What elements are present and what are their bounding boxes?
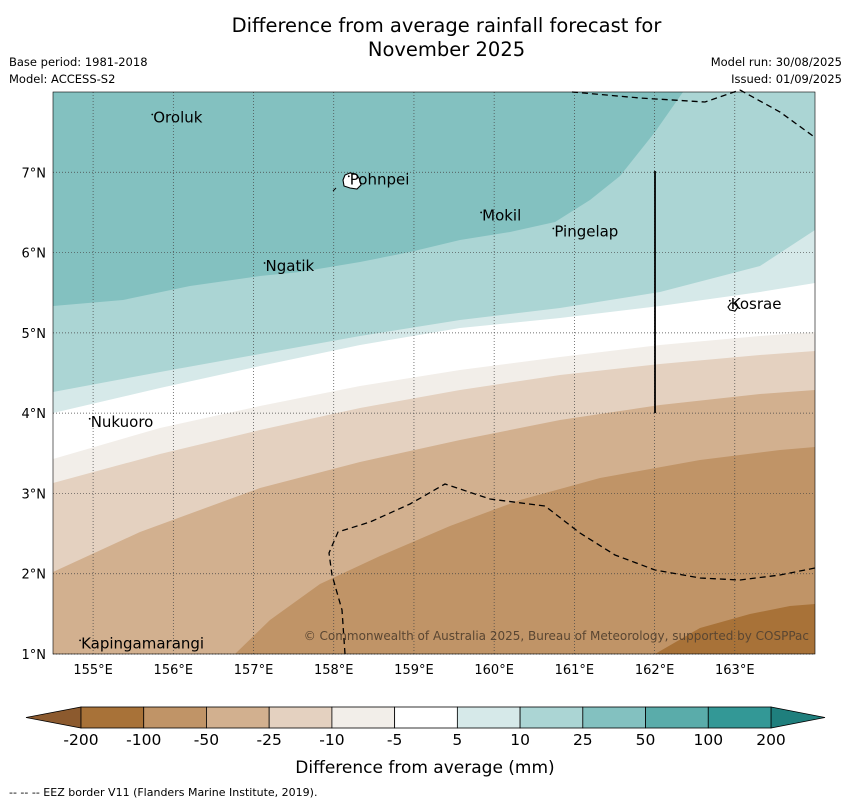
place-marker <box>728 299 731 302</box>
place-label: Ngatik <box>266 257 315 275</box>
colorbar-swatch <box>268 706 333 729</box>
eez-border-south <box>328 483 816 655</box>
colorbar-tick-label: 50 <box>636 731 656 749</box>
place-marker <box>552 227 555 230</box>
place-label: Mokil <box>482 206 521 224</box>
title-line-2: November 2025 <box>367 38 526 61</box>
place-labels: Oroluk Pohnpei Mokil Pingelap Ngatik Kosrae Nu… <box>79 109 782 652</box>
place-marker <box>480 211 483 214</box>
place-label: Pingelap <box>554 223 618 241</box>
colorbar-swatch <box>143 706 207 729</box>
model-name: Model: ACCESS-S2 <box>9 72 116 86</box>
colorbar-tick-label: 5 <box>452 731 462 749</box>
pohnpei-island-shape <box>342 172 362 190</box>
colorbar-swatch <box>394 706 458 729</box>
colorbar-tick-label: -100 <box>126 731 161 749</box>
x-tick-label: 157°E <box>234 663 274 678</box>
colorbar-tick-label: -50 <box>194 731 219 749</box>
eez-border-northeast <box>739 89 814 137</box>
eez-border-north <box>571 89 741 103</box>
colorbar-swatch <box>206 706 270 729</box>
contour-layer <box>53 92 815 654</box>
colorbar-label: Difference from average (mm) <box>295 758 554 778</box>
colorbar: -200 -100 -50 -25 -10 -5 5 10 25 50 100 200 <box>25 706 826 749</box>
colorbar-extend-low <box>25 706 82 729</box>
eez-borders <box>328 89 816 655</box>
x-tick-label: 159°E <box>394 663 434 678</box>
x-tick-label: 156°E <box>154 663 194 678</box>
place-marker <box>151 113 154 116</box>
colorbar-tick-label: 10 <box>510 731 530 749</box>
map-frame <box>52 91 816 655</box>
map-title: Difference from average rainfall forecas… <box>0 14 850 62</box>
place-label: Kosrae <box>731 295 782 313</box>
colorbar-tick-label: 200 <box>756 731 786 749</box>
title-line-1: Difference from average rainfall forecas… <box>231 14 662 37</box>
place-marker <box>263 262 266 264</box>
colorbar-swatch <box>707 706 772 729</box>
copyright-notice: © Commonwealth of Australia 2025, Bureau… <box>304 629 809 643</box>
y-axis-ticks: 1°N 2°N 3°N 4°N 5°N 6°N 7°N <box>22 166 47 663</box>
kosrae-island-shape <box>727 302 739 312</box>
y-tick-label: 3°N <box>22 487 47 502</box>
colorbar-tick-label: 100 <box>693 731 723 749</box>
place-marker <box>79 639 81 642</box>
colorbar-tick-label: -5 <box>387 731 402 749</box>
meta-left: Base period: 1981-2018 Model: ACCESS-S2 <box>9 54 148 88</box>
y-tick-label: 6°N <box>22 247 47 262</box>
base-period: Base period: 1981-2018 <box>9 55 148 69</box>
y-tick-label: 1°N <box>22 648 47 663</box>
colorbar-swatch <box>645 706 709 729</box>
colorbar-swatch <box>80 706 145 729</box>
place-label: Kapingamarangi <box>81 634 204 652</box>
place-label: Nukuoro <box>91 413 154 431</box>
band-plus-25 <box>53 92 683 306</box>
band-minus-100 <box>235 447 815 654</box>
x-axis-ticks: 155°E 156°E 157°E 158°E 159°E 160°E 161°E 162°E… <box>73 663 754 678</box>
y-tick-label: 2°N <box>22 568 47 583</box>
colorbar-swatch <box>582 706 646 729</box>
ant-atoll-mark <box>332 187 337 192</box>
colorbar-swatch <box>519 706 584 729</box>
y-tick-label: 4°N <box>22 407 47 422</box>
y-tick-label: 5°N <box>22 327 47 342</box>
island-outlines <box>332 172 739 312</box>
place-label: Oroluk <box>153 109 202 127</box>
x-tick-label: 158°E <box>314 663 354 678</box>
model-run: Model run: 30/08/2025 <box>710 55 842 69</box>
x-tick-label: 160°E <box>474 663 514 678</box>
colorbar-swatch <box>331 706 396 729</box>
y-tick-label: 7°N <box>22 166 47 181</box>
colorbar-tick-label: 25 <box>573 731 593 749</box>
place-marker <box>88 417 91 420</box>
colorbar-tick-label: -25 <box>257 731 282 749</box>
colorbar-extend-high <box>770 706 826 729</box>
colorbar-tick-label: -200 <box>63 731 98 749</box>
x-tick-label: 161°E <box>555 663 595 678</box>
eez-footnote: -- -- -- EEZ border V11 (Flanders Marine… <box>9 786 318 799</box>
x-tick-label: 162°E <box>635 663 675 678</box>
x-tick-label: 155°E <box>73 663 113 678</box>
place-label: Pohnpei <box>350 170 410 188</box>
place-marker <box>347 175 350 178</box>
colorbar-tick-label: -10 <box>319 731 344 749</box>
meta-right: Model run: 30/08/2025 Issued: 01/09/2025 <box>711 54 842 88</box>
colorbar-swatch <box>456 706 521 729</box>
issued-date: Issued: 01/09/2025 <box>731 72 842 86</box>
x-tick-label: 163°E <box>715 663 755 678</box>
